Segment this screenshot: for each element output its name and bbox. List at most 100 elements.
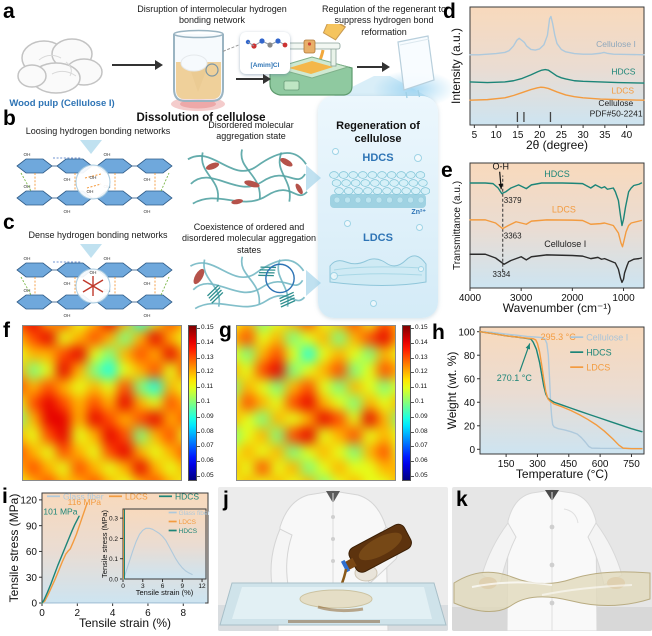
colorbar — [402, 325, 411, 481]
chain-b-svg: OHOHOHOHOHOHOHOHOHOH — [10, 150, 176, 214]
y-axis-label: Tensile stress (MPa) — [100, 510, 109, 578]
svg-text:OH: OH — [24, 184, 31, 189]
panel-label-f: f — [3, 320, 10, 341]
caption-disruption: Disruption of intermolecular hydrogen bo… — [128, 4, 296, 27]
dissolution-beaker-illustration — [160, 28, 236, 112]
solvent-label: [Amim]Cl — [240, 63, 290, 70]
bubble-icon — [344, 220, 351, 227]
coexistence-aggregation-illustration — [183, 252, 311, 318]
svg-text:OH: OH — [144, 281, 151, 286]
y-tick-label: 120 — [20, 495, 37, 506]
arrow-beaker-to-coater-icon — [236, 78, 264, 80]
x-tick-label: 0 — [121, 583, 125, 590]
annotation: HDCS — [611, 66, 635, 76]
colorbar-tick-label: 0.14 — [415, 340, 428, 347]
y-tick-label: 0.1 — [109, 556, 118, 563]
bubble-icon — [370, 300, 377, 307]
annotation: PDF#50-2241 — [590, 109, 643, 119]
svg-text:OH: OH — [144, 209, 151, 214]
arrow-pulp-to-beaker-icon — [112, 64, 156, 66]
regeneration-panel: Regeneration of cellulose HDCS Zn²⁺ LDCS — [318, 96, 438, 318]
annotation: LDCS — [552, 204, 576, 214]
caption-c-left: Dense hydrogen bonding networks — [12, 230, 184, 241]
x-axis-label: Wavenumber (cm⁻¹) — [503, 301, 612, 315]
regeneration-title: Regeneration of cellulose — [330, 120, 426, 146]
annotation: 3379 — [504, 196, 522, 205]
panel-label-h: h — [432, 322, 445, 343]
colorbar-tick-label: 0.1 — [415, 399, 424, 406]
panel-label-a: a — [3, 1, 15, 22]
hydrogen-bond-diagram-loose: OHOHOHOHOHOHOHOHOHOH — [10, 150, 176, 214]
panel-label-e: e — [441, 160, 453, 181]
annotation: 101 MPa — [43, 506, 77, 516]
y-tick-label: 90 — [26, 521, 38, 532]
colorbar-tick-label: 0.11 — [415, 384, 427, 391]
photo-pouring-liquid — [218, 487, 448, 631]
ldcs-label: LDCS — [318, 232, 438, 244]
colorbar-tick-label: 0.15 — [415, 325, 428, 332]
annotation: HDCS — [544, 169, 570, 179]
bubble-icon — [418, 266, 424, 272]
y-axis-label: Weight (wt. %) — [446, 352, 459, 430]
x-axis-label: Temperature (°C) — [516, 467, 608, 481]
colorbar-tick-label: 0.15 — [201, 325, 214, 332]
heatmap-area — [22, 325, 182, 481]
y-tick-label: 20 — [464, 421, 476, 432]
panel-label-j: j — [223, 489, 229, 510]
photo-holding-film — [452, 487, 652, 631]
bubble-icon — [414, 154, 422, 162]
arrow-coater-to-film-icon — [357, 66, 383, 68]
annotation: Cellulose I — [596, 39, 636, 49]
colorbar-tick-label: 0.13 — [201, 355, 214, 362]
legend-label: LDCS — [586, 362, 610, 372]
annotation: 270.1 °C — [497, 373, 533, 383]
caption-c-right: Coexistence of ordered and disordered mo… — [176, 222, 322, 256]
x-tick-label: 10 — [491, 130, 503, 141]
annotation: Cellulose I — [544, 239, 586, 249]
colorbar-tick-label: 0.13 — [415, 355, 428, 362]
caption-regulation: Regulation of the regenerant to suppress… — [316, 4, 452, 38]
y-tick-label: 0.2 — [109, 536, 118, 543]
svg-text:OH: OH — [90, 175, 97, 180]
y-tick-label: 60 — [26, 547, 38, 558]
y-tick-label: 0 — [469, 445, 475, 456]
x-tick-label: 4000 — [459, 293, 482, 304]
y-axis-label: Tensile stress (MPa) — [8, 494, 21, 603]
svg-text:OH: OH — [64, 209, 71, 214]
heatmap-area — [236, 325, 396, 481]
colorbar-tick-label: 0.12 — [201, 369, 214, 376]
x-tick-label: 15 — [512, 130, 524, 141]
svg-text:OH: OH — [90, 270, 97, 275]
colorbar-tick-label: 0.05 — [201, 473, 214, 480]
colorbar-tick-label: 0.12 — [415, 369, 428, 376]
svg-text:OH: OH — [64, 313, 71, 318]
svg-text:OH: OH — [87, 189, 94, 194]
colorbar-tick-label: 0.06 — [201, 458, 214, 465]
panel-label-k: k — [456, 489, 468, 510]
y-tick-label: 0.0 — [109, 576, 118, 583]
x-tick-label: 750 — [623, 459, 640, 470]
svg-text:OH: OH — [144, 177, 151, 182]
x-axis-label: Tensile strain (%) — [79, 616, 171, 630]
colorbar-tick-label: 0.09 — [415, 414, 428, 421]
bubble-icon — [332, 148, 339, 155]
svg-text:OH: OH — [24, 152, 31, 157]
panel-label-d: d — [443, 1, 456, 22]
legend-label: Glass fiber — [179, 510, 210, 517]
annotation: O-H — [493, 161, 510, 171]
bubble-icon — [330, 272, 338, 280]
colorbar-tick-label: 0.11 — [201, 384, 213, 391]
x-tick-label: 1000 — [612, 293, 635, 304]
colorbar-tick-label: 0.07 — [415, 443, 428, 450]
ionic-liquid-molecule-icon — [240, 32, 290, 58]
colorbar-tick-label: 0.08 — [201, 429, 214, 436]
y-tick-label: 0.3 — [109, 515, 118, 522]
annotation: 3363 — [504, 232, 522, 241]
colorbar-tick-label: 0.06 — [415, 458, 428, 465]
